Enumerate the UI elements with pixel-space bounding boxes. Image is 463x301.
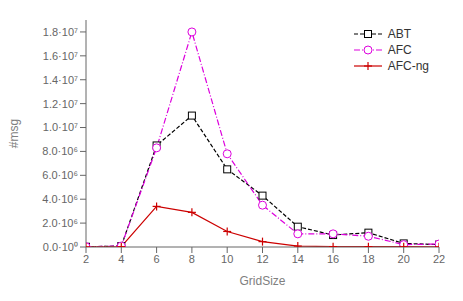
svg-text:GridSize: GridSize: [239, 274, 285, 288]
svg-text:1.8·10⁷: 1.8·10⁷: [43, 26, 78, 38]
svg-text:1.2·10⁷: 1.2·10⁷: [43, 98, 78, 110]
svg-text:1.4·10⁷: 1.4·10⁷: [43, 74, 78, 86]
svg-text:22: 22: [433, 253, 445, 265]
svg-text:8: 8: [189, 253, 195, 265]
svg-text:1.6·10⁷: 1.6·10⁷: [43, 50, 78, 62]
svg-text:6: 6: [154, 253, 160, 265]
svg-text:16: 16: [327, 253, 339, 265]
svg-text:0.0·10⁰: 0.0·10⁰: [43, 241, 78, 253]
svg-text:#msg: #msg: [8, 119, 21, 148]
svg-text:4.0·10⁶: 4.0·10⁶: [42, 193, 78, 205]
html-text:AFC: AFC: [387, 43, 412, 57]
svg-text:12: 12: [256, 253, 268, 265]
svg-text:20: 20: [398, 253, 410, 265]
svg-text:2.0·10⁶: 2.0·10⁶: [42, 217, 78, 229]
svg-text:2: 2: [83, 253, 89, 265]
html-text:AFC-ng: AFC-ng: [387, 59, 429, 73]
svg-text:10: 10: [221, 253, 233, 265]
svg-text:14: 14: [292, 253, 304, 265]
svg-text:4: 4: [118, 253, 124, 265]
svg-text:6.0·10⁶: 6.0·10⁶: [42, 169, 78, 181]
svg-text:18: 18: [362, 253, 374, 265]
svg-text:1.0·10⁷: 1.0·10⁷: [43, 121, 78, 133]
svg-text:8.0·10⁶: 8.0·10⁶: [42, 145, 78, 157]
html-text:ABT: ABT: [387, 27, 411, 41]
